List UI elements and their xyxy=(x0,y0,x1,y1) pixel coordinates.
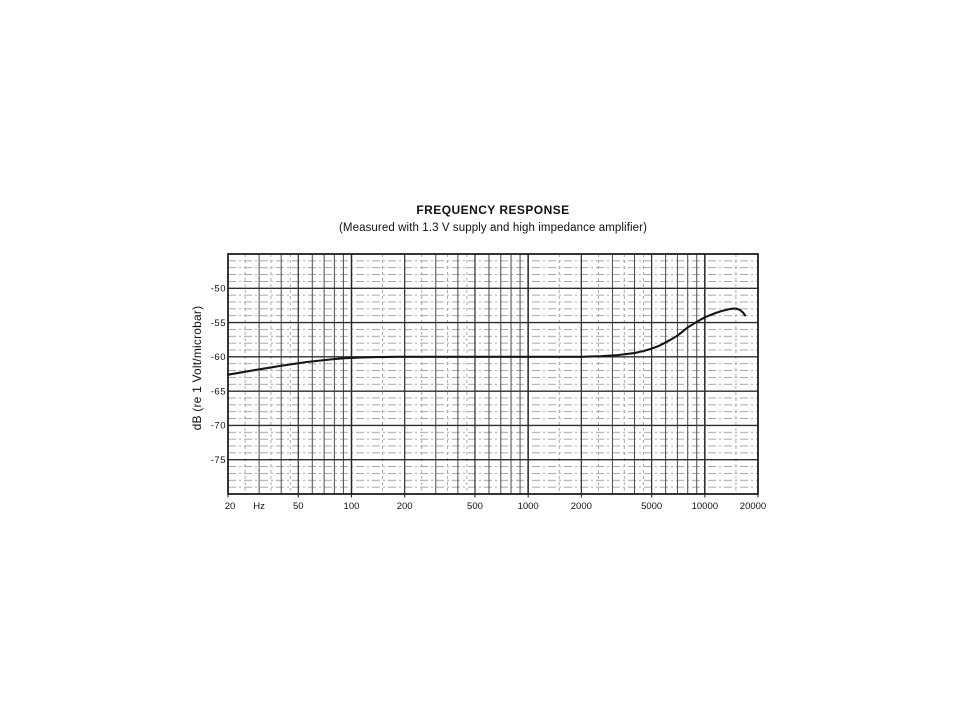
x-tick-label: 50 xyxy=(293,501,304,512)
y-tick-label: -50 xyxy=(211,283,226,294)
x-tick-label: 500 xyxy=(467,501,483,512)
x-tick-label: 20 xyxy=(225,501,236,512)
grid-light-vertical xyxy=(244,254,737,494)
y-tick-label: -70 xyxy=(211,421,226,432)
x-tick-label: 2000 xyxy=(571,501,592,512)
grid-medium-vertical xyxy=(258,254,698,494)
grid-minor-horizontal xyxy=(228,260,758,488)
y-tick-label: -65 xyxy=(211,386,226,397)
plot-border xyxy=(227,253,759,495)
chart-title: FREQUENCY RESPONSE xyxy=(416,203,570,217)
x-tick-label: 200 xyxy=(397,501,413,512)
chart-subtitle: (Measured with 1.3 V supply and high imp… xyxy=(338,222,648,234)
x-tick-labels: 20 50 100 200 500 1000 2000 5000 10000 20000 Hz xyxy=(225,494,766,512)
grid-strong-vertical xyxy=(297,254,653,494)
x-tick-label: 100 xyxy=(344,501,360,512)
grid-major-horizontal xyxy=(228,287,758,461)
y-tick-label: -60 xyxy=(211,352,226,363)
x-tick-label: 1000 xyxy=(518,501,539,512)
x-tick-label: 10000 xyxy=(692,501,718,512)
y-tick-label: -55 xyxy=(211,318,226,329)
x-tick-label: 20000 xyxy=(740,501,766,512)
x-tick-label: 5000 xyxy=(641,501,662,512)
x-axis-unit-label: Hz xyxy=(253,501,265,512)
y-tick-label: -75 xyxy=(211,455,226,466)
response-curve xyxy=(226,307,747,376)
grid-major-vertical xyxy=(350,254,706,494)
y-tick-labels: -50 -55 -60 -65 -70 -75 xyxy=(211,283,226,465)
